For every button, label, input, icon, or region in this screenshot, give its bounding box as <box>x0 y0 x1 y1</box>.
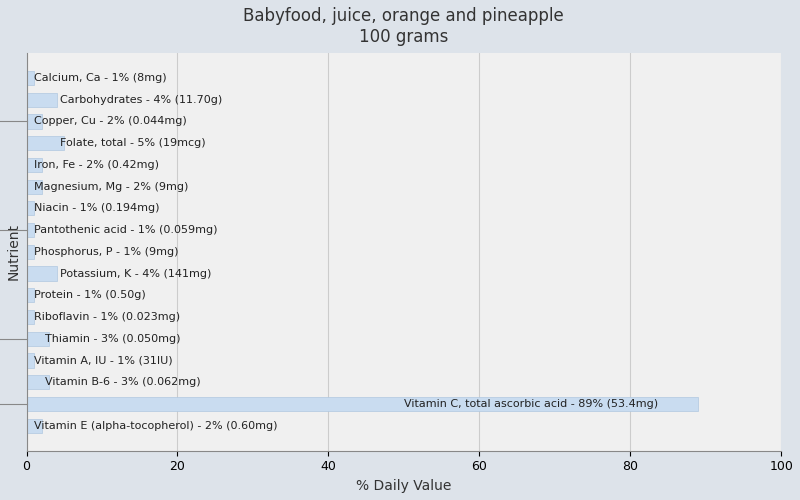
Text: Vitamin C, total ascorbic acid - 89% (53.4mg): Vitamin C, total ascorbic acid - 89% (53… <box>404 399 658 409</box>
Text: Phosphorus, P - 1% (9mg): Phosphorus, P - 1% (9mg) <box>34 247 178 257</box>
Text: Potassium, K - 4% (141mg): Potassium, K - 4% (141mg) <box>61 268 212 278</box>
Text: Pantothenic acid - 1% (0.059mg): Pantothenic acid - 1% (0.059mg) <box>34 225 218 235</box>
Text: Calcium, Ca - 1% (8mg): Calcium, Ca - 1% (8mg) <box>34 73 166 83</box>
X-axis label: % Daily Value: % Daily Value <box>356 479 451 493</box>
Bar <box>26 418 42 432</box>
Bar <box>26 223 34 237</box>
Bar <box>26 114 42 128</box>
Bar <box>26 92 57 107</box>
Bar <box>26 180 42 194</box>
Bar <box>26 397 698 411</box>
Text: Thiamin - 3% (0.050mg): Thiamin - 3% (0.050mg) <box>46 334 181 344</box>
Text: Magnesium, Mg - 2% (9mg): Magnesium, Mg - 2% (9mg) <box>34 182 189 192</box>
Y-axis label: Nutrient: Nutrient <box>7 224 21 280</box>
Text: Carbohydrates - 4% (11.70g): Carbohydrates - 4% (11.70g) <box>61 94 222 104</box>
Text: Niacin - 1% (0.194mg): Niacin - 1% (0.194mg) <box>34 204 159 214</box>
Bar <box>26 332 49 346</box>
Bar <box>26 354 34 368</box>
Bar <box>26 375 49 389</box>
Text: Vitamin A, IU - 1% (31IU): Vitamin A, IU - 1% (31IU) <box>34 356 173 366</box>
Bar <box>26 288 34 302</box>
Bar <box>26 71 34 85</box>
Bar <box>26 266 57 280</box>
Bar <box>26 310 34 324</box>
Text: Vitamin E (alpha-tocopherol) - 2% (0.60mg): Vitamin E (alpha-tocopherol) - 2% (0.60m… <box>34 420 278 430</box>
Bar <box>26 136 64 150</box>
Text: Folate, total - 5% (19mcg): Folate, total - 5% (19mcg) <box>61 138 206 148</box>
Title: Babyfood, juice, orange and pineapple
100 grams: Babyfood, juice, orange and pineapple 10… <box>243 7 564 46</box>
Bar <box>26 158 42 172</box>
Text: Iron, Fe - 2% (0.42mg): Iron, Fe - 2% (0.42mg) <box>34 160 159 170</box>
Text: Protein - 1% (0.50g): Protein - 1% (0.50g) <box>34 290 146 300</box>
Text: Vitamin B-6 - 3% (0.062mg): Vitamin B-6 - 3% (0.062mg) <box>46 377 201 387</box>
Text: Riboflavin - 1% (0.023mg): Riboflavin - 1% (0.023mg) <box>34 312 180 322</box>
Bar <box>26 202 34 215</box>
Bar <box>26 245 34 259</box>
Text: Copper, Cu - 2% (0.044mg): Copper, Cu - 2% (0.044mg) <box>34 116 186 126</box>
